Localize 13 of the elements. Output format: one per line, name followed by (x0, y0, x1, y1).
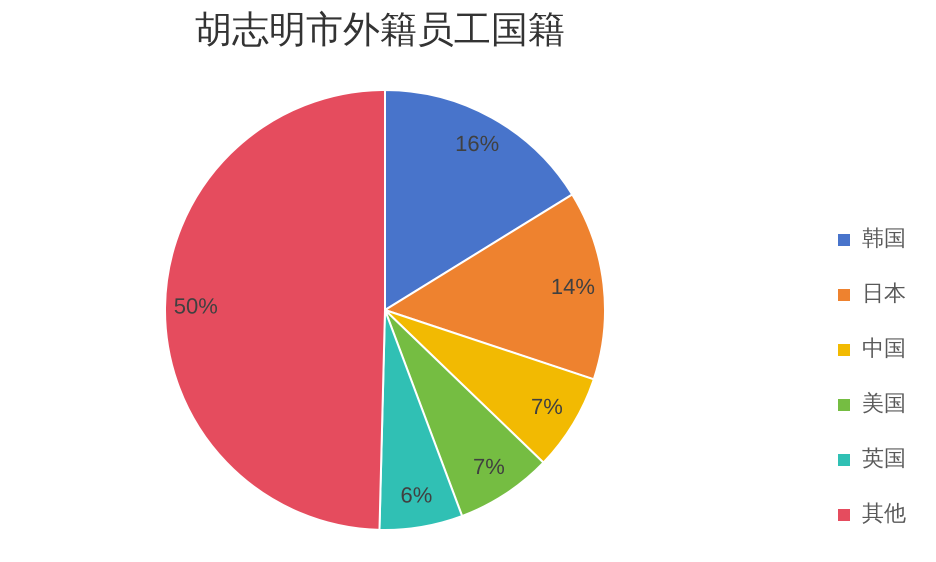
legend-label: 其他 (862, 502, 906, 527)
data-label: 16% (455, 130, 500, 156)
data-label: 14% (550, 274, 595, 300)
chart-title: 胡志明市外籍员工国籍 (194, 9, 566, 53)
legend-label: 美国 (862, 392, 906, 417)
data-label: 7% (531, 394, 563, 419)
legend-label: 日本 (862, 282, 906, 307)
legend-label: 中国 (862, 336, 906, 362)
data-label: 50% (174, 294, 218, 319)
legend-label: 韩国 (862, 226, 906, 252)
data-label: 7% (472, 454, 505, 480)
data-label: 6% (400, 482, 432, 508)
legend-label: 英国 (862, 446, 906, 472)
